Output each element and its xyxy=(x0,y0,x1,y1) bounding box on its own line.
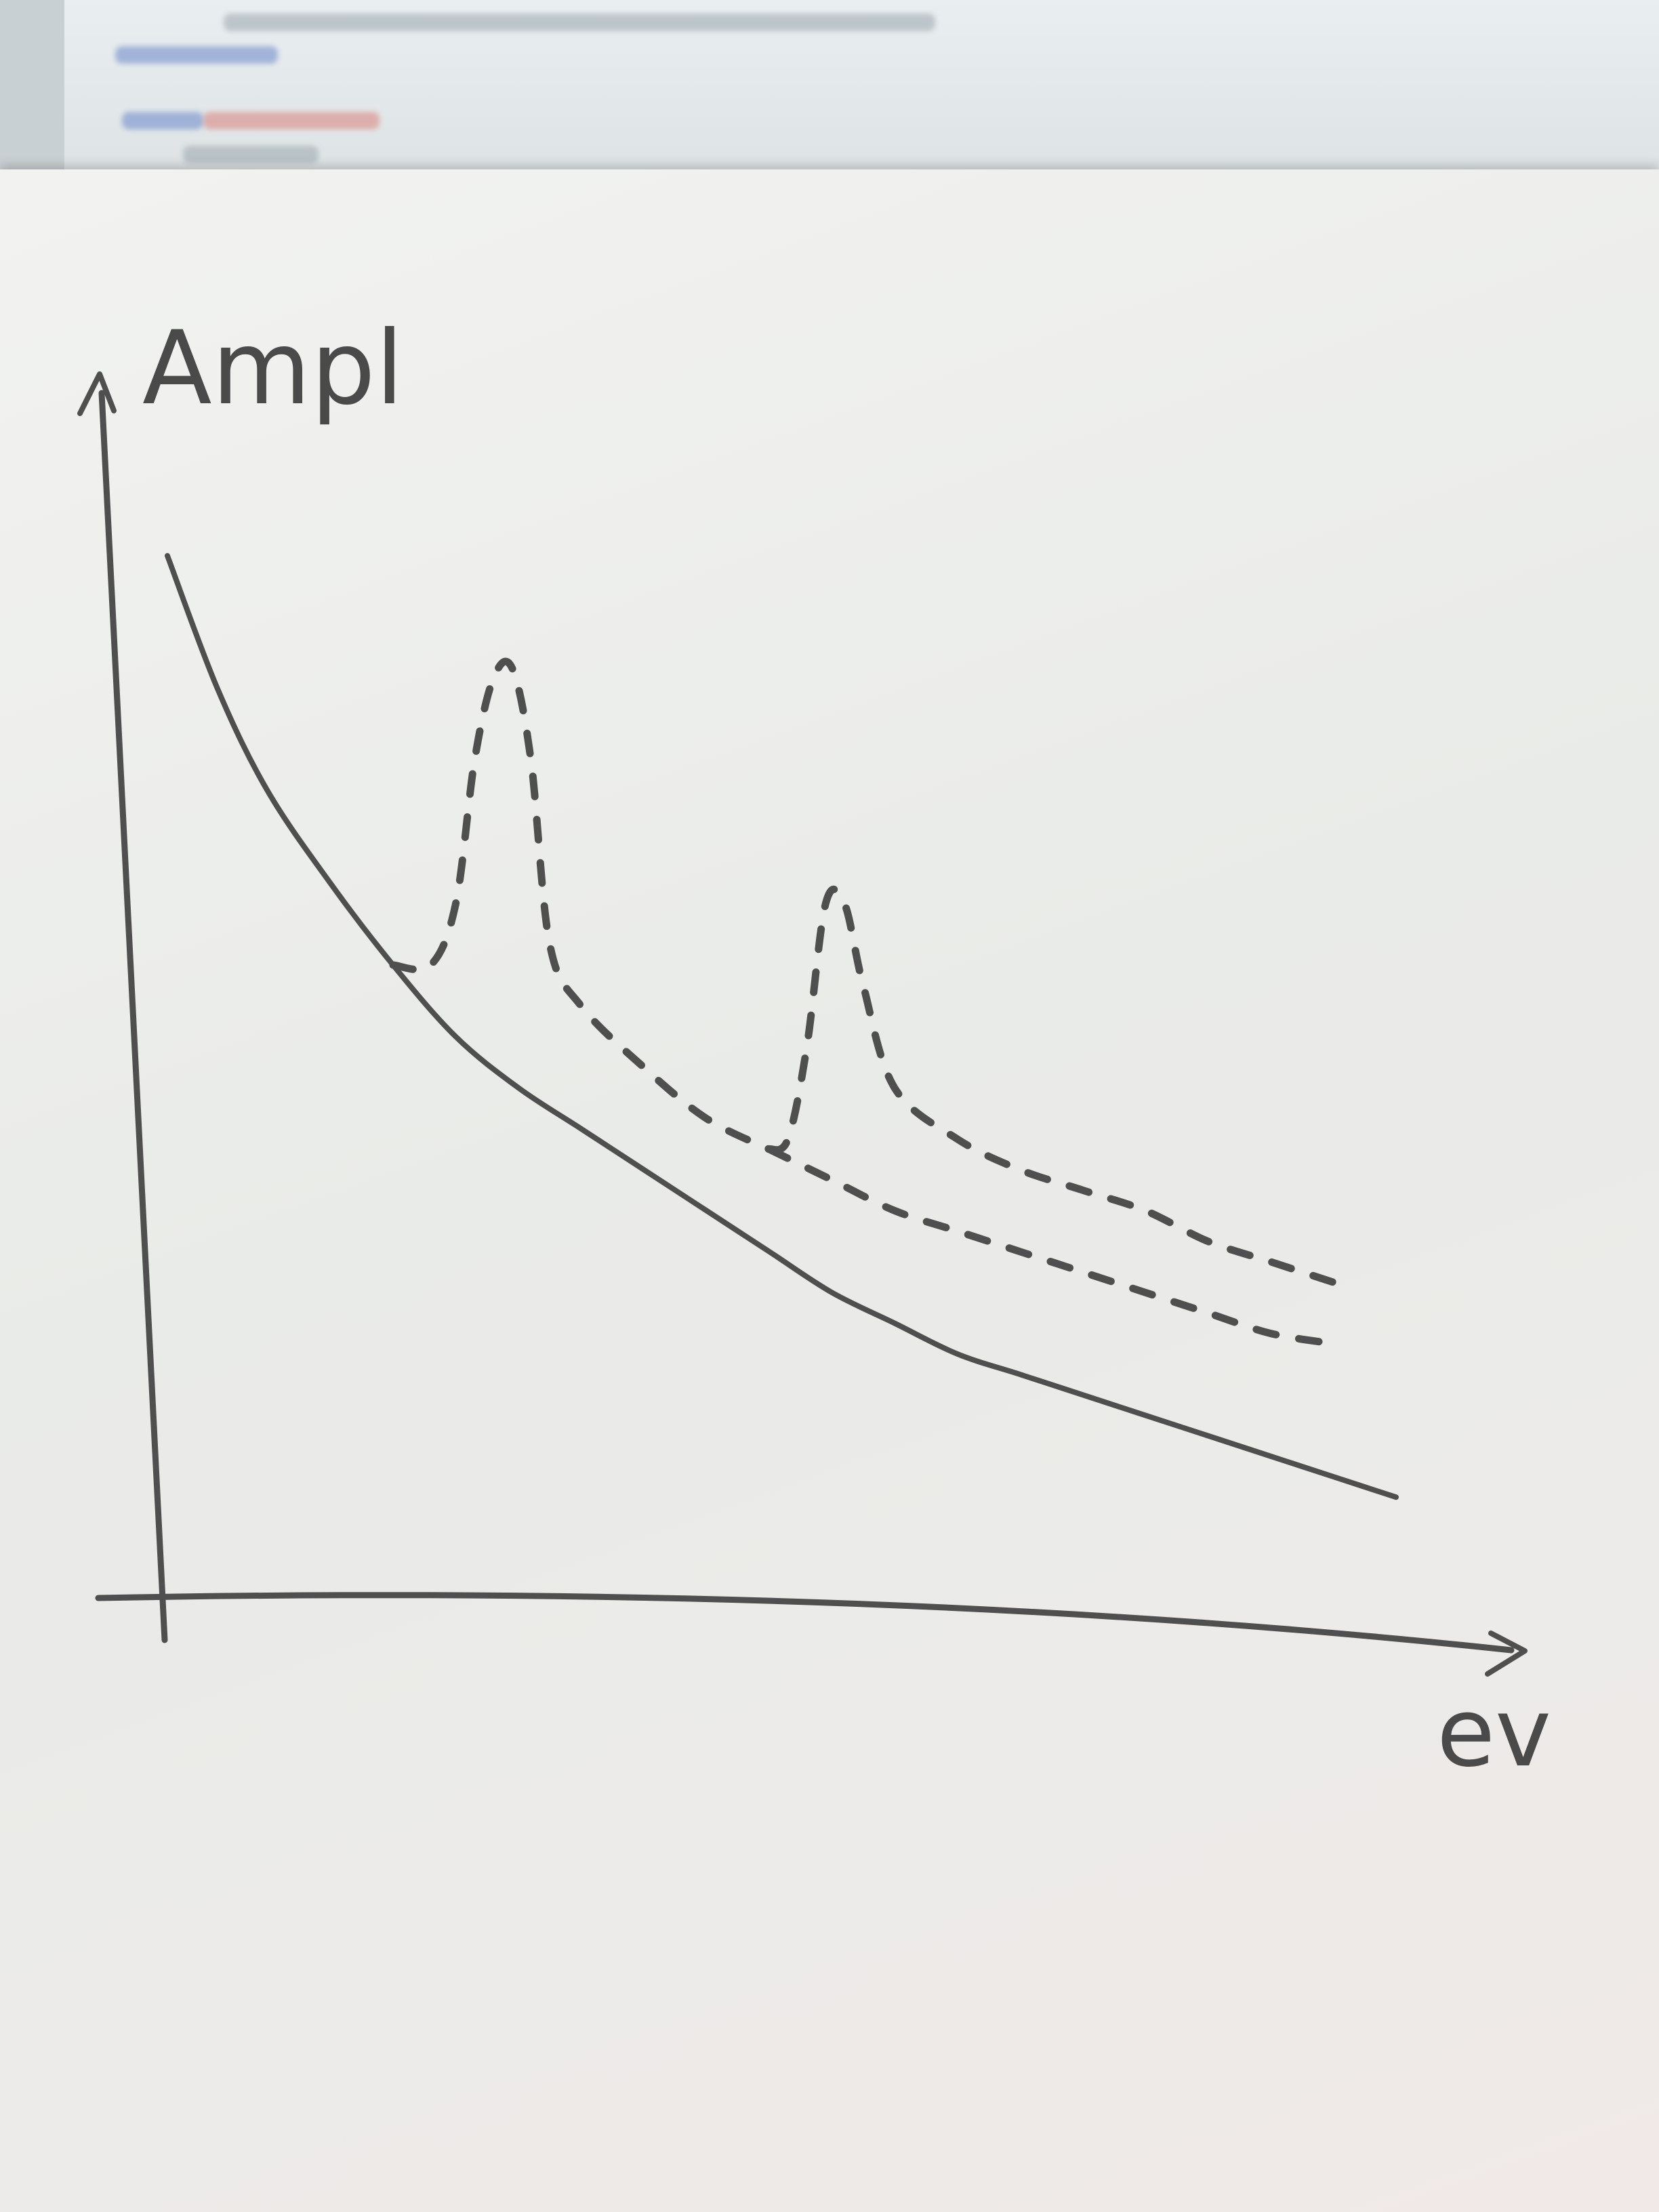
x-axis-label: ev xyxy=(1437,1678,1551,1788)
solid-series-line-0 xyxy=(165,553,1399,1500)
blurred-code-line xyxy=(115,46,278,64)
axes xyxy=(77,371,1528,1677)
blurred-monitor-background xyxy=(0,0,1659,183)
blurred-code-line xyxy=(183,146,319,163)
x-axis-arrowhead xyxy=(1485,1631,1528,1677)
dashed-series-line-1 xyxy=(389,657,773,1153)
dashed-series-line-3 xyxy=(765,1145,1337,1348)
x-axis-line xyxy=(95,1592,1515,1654)
editor-gutter xyxy=(0,0,64,183)
blurred-code-line xyxy=(203,112,380,129)
paper-sheet xyxy=(0,169,1659,2212)
dashed-series-line-2 xyxy=(765,885,1337,1286)
blurred-code-line xyxy=(122,112,203,129)
series-layer xyxy=(165,553,1399,1500)
y-axis-label: Ampl xyxy=(142,310,404,428)
y-axis-line xyxy=(98,390,168,1643)
y-axis-arrowhead xyxy=(77,371,117,416)
blurred-code-line xyxy=(224,14,935,31)
